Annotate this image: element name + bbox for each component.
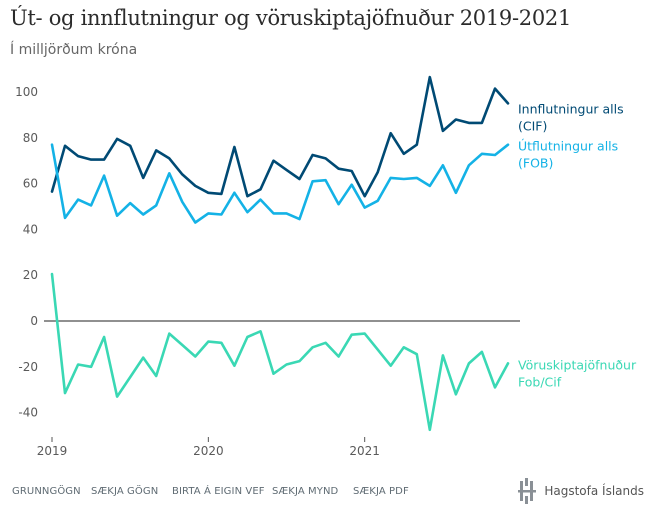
hagstofa-logo-icon bbox=[518, 478, 537, 504]
footer: GRUNNGÖGN SÆKJA GÖGN BIRTA Á EIGIN VEF S… bbox=[12, 478, 644, 504]
line-chart: 100 80 60 40 20 0 -20 -40 2019 2020 2021 Innflutn… bbox=[15, 75, 637, 458]
y-tick-label: -40 bbox=[18, 406, 38, 420]
y-tick-label: 40 bbox=[23, 222, 38, 236]
footer-link-saekja-mynd[interactable]: SÆKJA MYND bbox=[272, 486, 339, 497]
y-tick-label: -20 bbox=[18, 360, 38, 374]
footer-link-birta-a-eigin-vef[interactable]: BIRTA Á EIGIN VEF bbox=[172, 486, 265, 497]
series-label: Útflutningur alls (FOB) bbox=[518, 139, 618, 171]
y-tick-label: 0 bbox=[30, 314, 38, 328]
footer-link-saekja-pdf[interactable]: SÆKJA PDF bbox=[353, 486, 409, 497]
y-tick-label: 20 bbox=[23, 268, 38, 282]
footer-link-saekja-gogn[interactable]: SÆKJA GÖGN bbox=[91, 486, 159, 497]
y-axis: 100 80 60 40 20 0 -20 -40 bbox=[15, 85, 38, 420]
x-tick-label: 2019 bbox=[37, 444, 68, 458]
chart-title: Út- og innflutningur og vöruskiptajöfnuð… bbox=[10, 6, 572, 30]
chart-subtitle: Í milljörðum króna bbox=[10, 42, 138, 58]
x-axis: 2019 2020 2021 bbox=[37, 437, 380, 458]
series-group bbox=[50, 75, 510, 432]
series-line bbox=[50, 143, 510, 224]
series-label: Innflutningur alls (CIF) bbox=[518, 101, 624, 133]
y-tick-label: 80 bbox=[23, 131, 38, 145]
hagstofa-logo[interactable]: Hagstofa Íslands bbox=[516, 478, 644, 504]
series-line bbox=[50, 75, 510, 198]
x-tick-label: 2021 bbox=[349, 444, 380, 458]
footer-link-grunngogn[interactable]: GRUNNGÖGN bbox=[12, 486, 81, 497]
y-tick-label: 100 bbox=[15, 85, 38, 99]
series-label: Vöruskiptajöfnuður Fob/Cif bbox=[518, 357, 637, 389]
y-tick-label: 60 bbox=[23, 177, 38, 191]
x-tick-label: 2020 bbox=[193, 444, 224, 458]
series-line bbox=[50, 272, 510, 432]
logo-text: Hagstofa Íslands bbox=[544, 484, 644, 498]
series-labels: Innflutningur alls (CIF) Útflutningur alls… bbox=[518, 101, 637, 389]
